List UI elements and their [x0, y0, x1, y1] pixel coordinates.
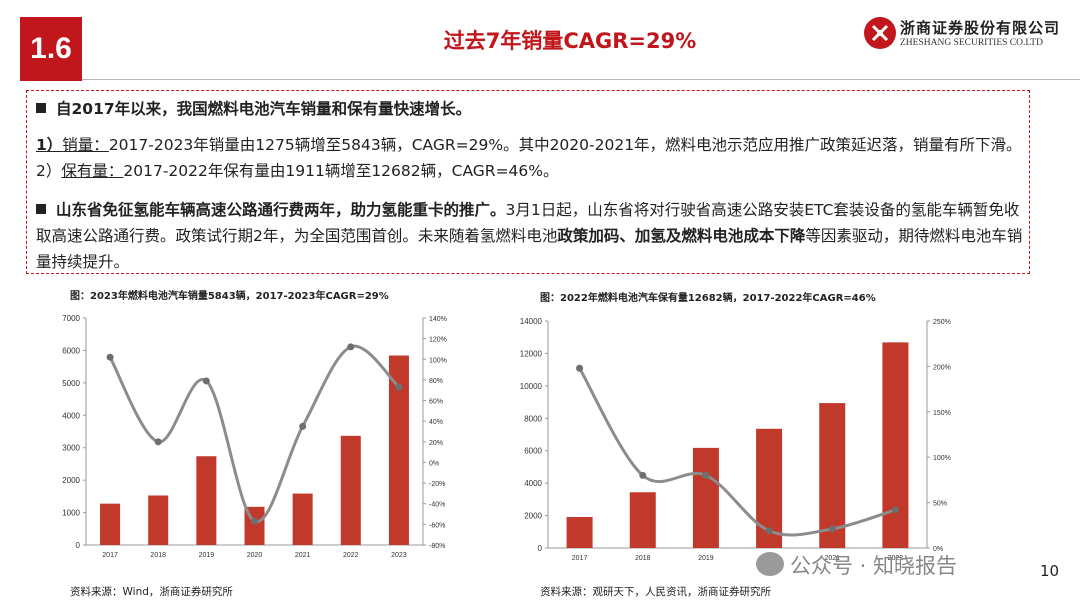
x-tick-label: 2017	[572, 555, 588, 562]
y2-tick-label: 100%	[933, 455, 951, 462]
growth-point	[765, 527, 773, 535]
y-tick-label: 1000	[62, 509, 80, 518]
chart2-title: 图：2022年燃料电池汽车保有量12682辆，2017-2022年CAGR=46…	[540, 293, 876, 304]
growth-point	[154, 438, 162, 446]
wechat-icon	[756, 552, 784, 576]
chart1-sales: 0 1000 2000 3000 4000 5000 6000 7000 -80% -60% -40…	[62, 314, 447, 559]
y-tick-label: 6000	[524, 447, 542, 456]
growth-point	[639, 471, 647, 479]
bar	[629, 492, 656, 548]
y2-tick-label: 250%	[933, 319, 951, 326]
page-number: 10	[1040, 562, 1060, 580]
company-logo: 浙商证券股份有限公司 ZHESHANG SECURITIES CO.LTD	[862, 14, 1062, 54]
bar	[340, 435, 361, 545]
y2-tick-label: 0%	[933, 546, 943, 553]
chart1-source: 资料来源：Wind，浙商证券研究所	[70, 586, 233, 598]
bar	[100, 503, 121, 545]
x-tick-label: 2022	[343, 552, 359, 559]
bullet-square-icon	[36, 204, 46, 214]
y-tick-label: 8000	[524, 414, 542, 423]
y-tick-label: 2000	[62, 476, 80, 485]
growth-point	[828, 525, 836, 533]
y-tick-label: 4000	[62, 411, 80, 420]
bar	[292, 493, 313, 545]
sales-number: 1）	[36, 136, 63, 154]
inventory-label: 保有量：	[61, 162, 124, 180]
y-tick-label: 12000	[520, 349, 543, 358]
summary-box	[26, 90, 1030, 274]
bullet-square-icon	[36, 103, 46, 113]
y2-tick-label: -20%	[429, 481, 445, 488]
y2-tick-label: -80%	[429, 543, 445, 550]
y-tick-label: 6000	[62, 346, 80, 355]
slide-title: 过去7年销量CAGR=29%	[443, 29, 697, 53]
growth-point	[106, 353, 114, 361]
bar	[882, 342, 909, 548]
x-tick-label: 2022	[888, 555, 904, 562]
y2-tick-label: 120%	[429, 337, 447, 344]
growth-point	[347, 343, 355, 351]
growth-line	[578, 367, 896, 537]
growth-point	[702, 471, 710, 479]
section-number-badge: 1.6	[20, 17, 82, 81]
x-tick-label: 2020	[247, 552, 263, 559]
growth-point	[202, 377, 210, 385]
x-tick-label: 2019	[199, 552, 215, 559]
sales-label: 销量：	[62, 136, 109, 154]
y2-tick-label: 200%	[933, 364, 951, 371]
y2-tick-label: 50%	[933, 501, 947, 508]
company-name-cn: 浙商证券股份有限公司	[900, 19, 1061, 37]
watermark: 公众号 · 知晓报告	[756, 550, 957, 580]
summary-bullet-1: 自2017年以来，我国燃料电池汽车销量和保有量快速增长。	[36, 96, 1026, 122]
y2-tick-label: 80%	[429, 378, 443, 385]
y-tick-label: 14000	[520, 317, 543, 326]
bar	[819, 403, 846, 548]
bar	[148, 495, 169, 545]
y2-tick-label: 0%	[429, 460, 439, 467]
growth-point	[395, 383, 403, 391]
growth-point	[576, 364, 584, 372]
growth-point	[299, 422, 307, 430]
x-tick-label: 2021	[824, 555, 840, 562]
summary-paragraph-2: 1）销量：2017-2023年销量由1275辆增至5843辆，CAGR=29%。…	[36, 136, 1022, 180]
bar	[566, 517, 593, 548]
y2-tick-label: 20%	[429, 440, 443, 447]
x-tick-label: 2021	[295, 552, 311, 559]
x-tick-label: 2023	[391, 552, 407, 559]
y-tick-label: 0	[76, 541, 81, 550]
y-tick-label: 3000	[62, 444, 80, 453]
company-logo-icon	[864, 17, 896, 49]
growth-point	[251, 517, 258, 525]
bar	[388, 355, 409, 545]
y2-tick-label: -60%	[429, 522, 445, 529]
y-tick-label: 5000	[62, 379, 80, 388]
y-tick-label: 0	[538, 544, 543, 553]
x-tick-label: 2019	[698, 555, 714, 562]
y2-tick-label: 100%	[429, 357, 447, 364]
y-tick-label: 2000	[524, 512, 542, 521]
x-tick-label: 2018	[635, 555, 651, 562]
y2-tick-label: 40%	[429, 419, 443, 426]
x-tick-label: 2018	[150, 552, 166, 559]
chart2-inventory: 0 2000 4000 6000 8000 10000 12000 14000 0% 50% 100…	[520, 317, 951, 562]
y-tick-label: 4000	[524, 479, 542, 488]
y2-tick-label: -40%	[429, 502, 445, 509]
y-tick-label: 7000	[62, 314, 80, 323]
y2-tick-label: 150%	[933, 410, 951, 417]
bar	[692, 447, 719, 548]
y2-tick-label: 140%	[429, 316, 447, 323]
chart1-title: 图：2023年燃料电池汽车销量5843辆，2017-2023年CAGR=29%	[70, 291, 389, 302]
summary-bullet-3: 山东省免征氢能车辆高速公路通行费两年，助力氢能重卡的推广。3月1日起，山东省将对…	[36, 201, 1023, 271]
chart2-source: 资料来源：观研天下，人民资讯，浙商证券研究所	[540, 586, 771, 598]
y-tick-label: 10000	[520, 382, 543, 391]
bar	[196, 456, 217, 545]
x-tick-label: 2017	[102, 552, 118, 559]
y2-tick-label: 60%	[429, 399, 443, 406]
header-divider	[82, 79, 1080, 80]
growth-point	[891, 506, 899, 514]
company-name-en: ZHESHANG SECURITIES CO.LTD	[900, 38, 1043, 48]
